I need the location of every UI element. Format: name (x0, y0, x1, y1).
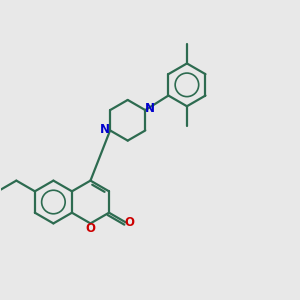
Text: N: N (100, 123, 110, 136)
Text: O: O (125, 216, 135, 229)
Text: O: O (85, 222, 95, 235)
Text: N: N (145, 102, 155, 116)
